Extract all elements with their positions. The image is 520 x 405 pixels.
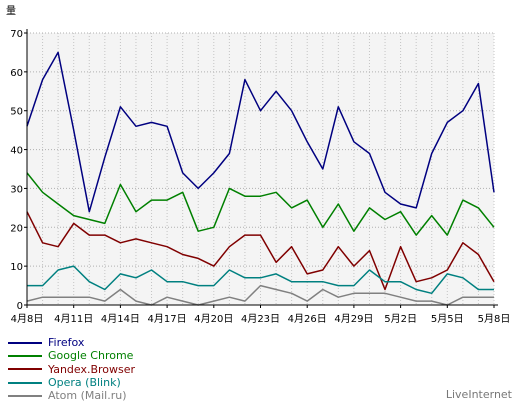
legend-swatch bbox=[8, 341, 42, 344]
legend-item: Opera (Blink) bbox=[8, 376, 135, 389]
y-tick-label: 20 bbox=[10, 223, 23, 234]
y-tick-label: 30 bbox=[10, 184, 23, 195]
line-chart: 量 0 10 20 30 40 50 60 70 4月8日 4月11日 4月14日 4月17日 4月2… bbox=[6, 5, 511, 325]
legend-swatch bbox=[8, 368, 42, 371]
x-tick-label: 5月5日 bbox=[431, 313, 464, 325]
legend-item: Yandex.Browser bbox=[8, 363, 135, 376]
x-tick-label: 4月14日 bbox=[101, 313, 140, 325]
x-tick-label: 5月2日 bbox=[384, 313, 417, 325]
legend-swatch bbox=[8, 354, 42, 357]
x-tick-label: 4月8日 bbox=[11, 313, 44, 325]
series-line-opera-blink- bbox=[27, 265, 494, 295]
x-tick-label: 4月17日 bbox=[148, 313, 187, 325]
series-line-firefox bbox=[26, 51, 495, 213]
x-tick-label: 4月23日 bbox=[241, 313, 280, 325]
legend-label: Yandex.Browser bbox=[48, 362, 136, 376]
legend-label: Opera (Blink) bbox=[48, 376, 121, 390]
series-line-google-chrome bbox=[26, 172, 495, 236]
y-tick-label: 60 bbox=[10, 68, 23, 79]
legend-item: Firefox bbox=[8, 336, 135, 349]
x-tick-label: 4月29日 bbox=[334, 313, 373, 325]
series-line-yandex-browser bbox=[26, 211, 495, 291]
x-tick-label: 4月11日 bbox=[54, 313, 93, 325]
y-tick-label: 70 bbox=[10, 29, 23, 40]
legend-swatch bbox=[8, 394, 42, 397]
legend-label: Firefox bbox=[48, 336, 85, 350]
legend-label: Google Chrome bbox=[48, 349, 134, 363]
y-axis-label: 量 bbox=[6, 5, 16, 17]
y-tick-label: 40 bbox=[10, 146, 23, 157]
x-tick-label: 4月26日 bbox=[288, 313, 327, 325]
legend-item: Atom (Mail.ru) bbox=[8, 389, 135, 402]
y-tick-label: 0 bbox=[17, 301, 23, 312]
legend-swatch bbox=[8, 381, 42, 384]
x-tick-label: 4月20日 bbox=[194, 313, 233, 325]
legend-item: Google Chrome bbox=[8, 349, 135, 362]
legend-label: Atom (Mail.ru) bbox=[48, 389, 127, 403]
liveinternet-credit: LiveInternet bbox=[445, 388, 512, 401]
x-tick-label: 5月8日 bbox=[478, 313, 511, 325]
series-line-atom-mail-ru- bbox=[26, 284, 494, 306]
y-tick-label: 50 bbox=[10, 107, 23, 118]
y-tick-label: 10 bbox=[10, 262, 23, 273]
legend: Firefox Google Chrome Yandex.Browser Opera … bbox=[8, 336, 135, 402]
